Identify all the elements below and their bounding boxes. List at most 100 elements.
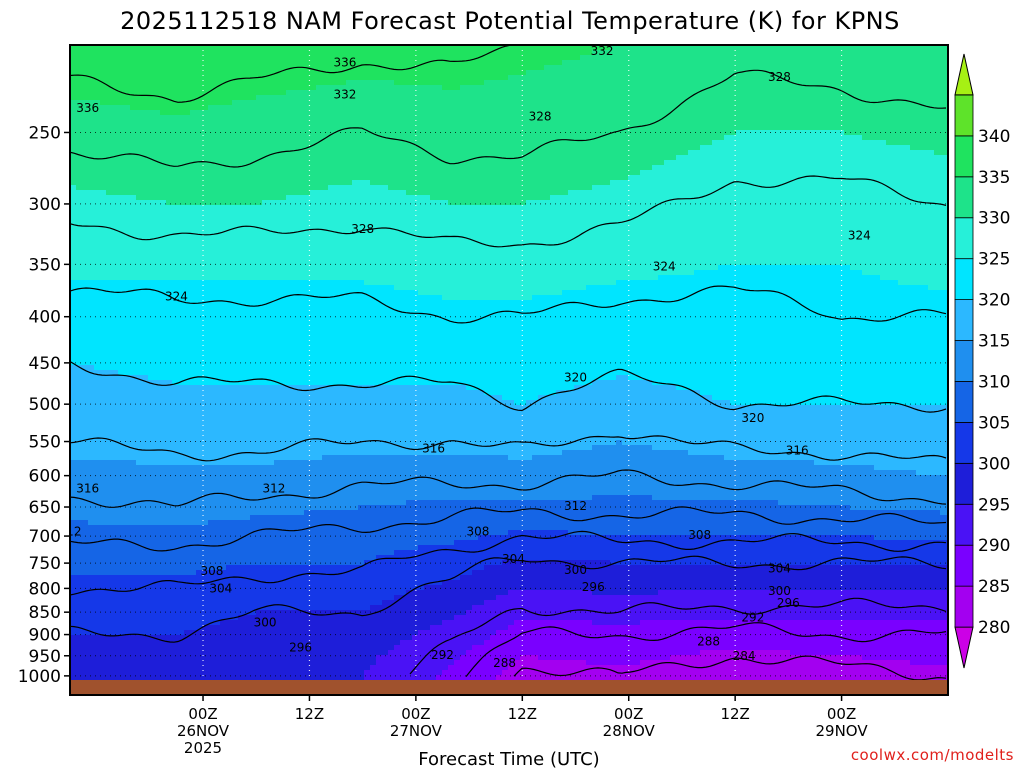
- theta-cell: [652, 65, 659, 71]
- theta-cell: [82, 55, 89, 61]
- theta-cell: [472, 70, 479, 76]
- theta-cell: [358, 145, 365, 151]
- theta-cell: [676, 140, 683, 146]
- theta-cell: [310, 125, 317, 131]
- theta-cell: [634, 175, 641, 181]
- theta-cell: [112, 155, 119, 161]
- theta-cell: [916, 70, 923, 76]
- theta-cell: [274, 155, 281, 161]
- theta-cell: [868, 165, 875, 171]
- theta-cell: [478, 85, 485, 91]
- theta-cell: [280, 65, 287, 71]
- theta-cell: [928, 60, 935, 66]
- theta-cell: [520, 150, 527, 156]
- theta-cell: [448, 135, 455, 141]
- theta-cell: [460, 130, 467, 136]
- theta-cell: [430, 210, 437, 216]
- theta-cell: [382, 90, 389, 96]
- theta-cell: [490, 120, 497, 126]
- theta-cell: [400, 70, 407, 76]
- theta-cell: [934, 165, 941, 171]
- theta-cell: [784, 195, 791, 201]
- theta-cell: [922, 185, 929, 191]
- theta-cell: [628, 200, 635, 206]
- theta-cell: [730, 140, 737, 146]
- theta-cell: [778, 55, 785, 61]
- theta-cell: [460, 90, 467, 96]
- theta-cell: [874, 65, 881, 71]
- theta-cell: [76, 190, 83, 196]
- theta-cell: [796, 160, 803, 166]
- theta-cell: [388, 185, 395, 191]
- theta-cell: [880, 115, 887, 121]
- theta-cell: [478, 55, 485, 61]
- theta-cell: [838, 210, 845, 216]
- theta-cell: [520, 165, 527, 171]
- theta-cell: [358, 50, 365, 56]
- theta-cell: [904, 135, 911, 141]
- theta-cell: [670, 125, 677, 131]
- theta-cell: [862, 115, 869, 121]
- theta-cell: [592, 50, 599, 56]
- theta-cell: [244, 190, 251, 196]
- theta-cell: [592, 150, 599, 156]
- theta-cell: [556, 105, 563, 111]
- theta-cell: [352, 100, 359, 106]
- theta-cell: [856, 180, 863, 186]
- theta-cell: [466, 190, 473, 196]
- theta-cell: [784, 150, 791, 156]
- theta-cell: [670, 75, 677, 81]
- theta-cell: [622, 85, 629, 91]
- theta-cell: [208, 125, 215, 131]
- theta-cell: [766, 190, 773, 196]
- theta-cell: [622, 120, 629, 126]
- theta-cell: [160, 50, 167, 56]
- theta-cell: [454, 45, 461, 51]
- theta-cell: [658, 110, 665, 116]
- theta-cell: [832, 210, 839, 216]
- theta-cell: [526, 60, 533, 66]
- theta-cell: [718, 155, 725, 161]
- theta-cell: [166, 105, 173, 111]
- theta-cell: [910, 145, 917, 151]
- theta-cell: [172, 210, 179, 216]
- theta-cell: [454, 175, 461, 181]
- theta-cell: [484, 105, 491, 111]
- theta-cell: [784, 170, 791, 176]
- theta-cell: [436, 195, 443, 201]
- theta-cell: [526, 50, 533, 56]
- theta-cell: [652, 135, 659, 141]
- theta-cell: [190, 95, 197, 101]
- theta-cell: [280, 150, 287, 156]
- theta-cell: [946, 170, 948, 176]
- theta-cell: [562, 160, 569, 166]
- theta-cell: [448, 60, 455, 66]
- theta-cell: [124, 80, 131, 86]
- theta-cell: [616, 205, 623, 211]
- theta-cell: [232, 150, 239, 156]
- theta-cell: [406, 80, 413, 86]
- theta-cell: [142, 135, 149, 141]
- theta-cell: [718, 195, 725, 201]
- theta-cell: [304, 195, 311, 201]
- theta-cell: [442, 185, 449, 191]
- theta-cell: [580, 155, 587, 161]
- theta-cell: [526, 145, 533, 151]
- theta-cell: [184, 80, 191, 86]
- theta-cell: [886, 180, 893, 186]
- theta-cell: [202, 145, 209, 151]
- theta-cell: [610, 175, 617, 181]
- theta-cell: [292, 210, 299, 216]
- theta-cell: [520, 120, 527, 126]
- theta-cell: [400, 165, 407, 171]
- theta-cell: [286, 60, 293, 66]
- theta-cell: [760, 45, 767, 51]
- theta-cell: [382, 210, 389, 216]
- theta-cell: [640, 75, 647, 81]
- theta-cell: [646, 170, 653, 176]
- theta-cell: [574, 180, 581, 186]
- theta-cell: [556, 90, 563, 96]
- theta-cell: [934, 50, 941, 56]
- theta-cell: [334, 75, 341, 81]
- theta-cell: [328, 195, 335, 201]
